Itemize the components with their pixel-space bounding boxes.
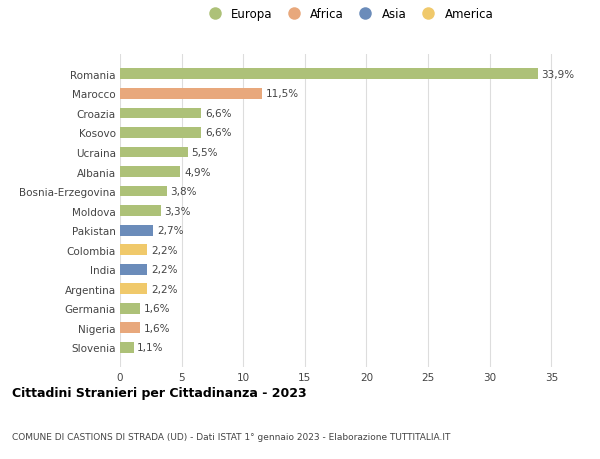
Bar (120, 186, 167, 197)
Bar (120, 89, 262, 100)
Text: COMUNE DI CASTIONS DI STRADA (UD) - Dati ISTAT 1° gennaio 2023 - Elaborazione TU: COMUNE DI CASTIONS DI STRADA (UD) - Dati… (12, 431, 451, 441)
Text: 3,8%: 3,8% (170, 187, 197, 196)
Text: 2,2%: 2,2% (151, 265, 178, 274)
Text: 6,6%: 6,6% (205, 109, 232, 118)
Text: 2,7%: 2,7% (157, 226, 184, 235)
Bar (120, 225, 153, 236)
Text: 6,6%: 6,6% (205, 128, 232, 138)
Bar (120, 323, 140, 334)
Text: 1,1%: 1,1% (137, 343, 164, 353)
Text: Cittadini Stranieri per Cittadinanza - 2023: Cittadini Stranieri per Cittadinanza - 2… (12, 386, 307, 399)
Text: 4,9%: 4,9% (184, 167, 211, 177)
Bar (120, 284, 147, 295)
Text: 5,5%: 5,5% (191, 148, 218, 157)
Bar (120, 342, 134, 353)
Bar (120, 303, 140, 314)
Bar (120, 206, 161, 217)
Legend: Europa, Africa, Asia, America: Europa, Africa, Asia, America (203, 8, 493, 21)
Bar (120, 69, 538, 80)
Bar (120, 108, 202, 119)
Bar (120, 167, 181, 178)
Text: 1,6%: 1,6% (143, 304, 170, 313)
Bar (120, 128, 202, 139)
Text: 1,6%: 1,6% (143, 323, 170, 333)
Text: 2,2%: 2,2% (151, 245, 178, 255)
Text: 2,2%: 2,2% (151, 284, 178, 294)
Text: 3,3%: 3,3% (164, 206, 191, 216)
Bar (120, 147, 188, 158)
Bar (120, 264, 147, 275)
Bar (120, 245, 147, 256)
Text: 11,5%: 11,5% (265, 89, 299, 99)
Text: 33,9%: 33,9% (541, 70, 575, 79)
